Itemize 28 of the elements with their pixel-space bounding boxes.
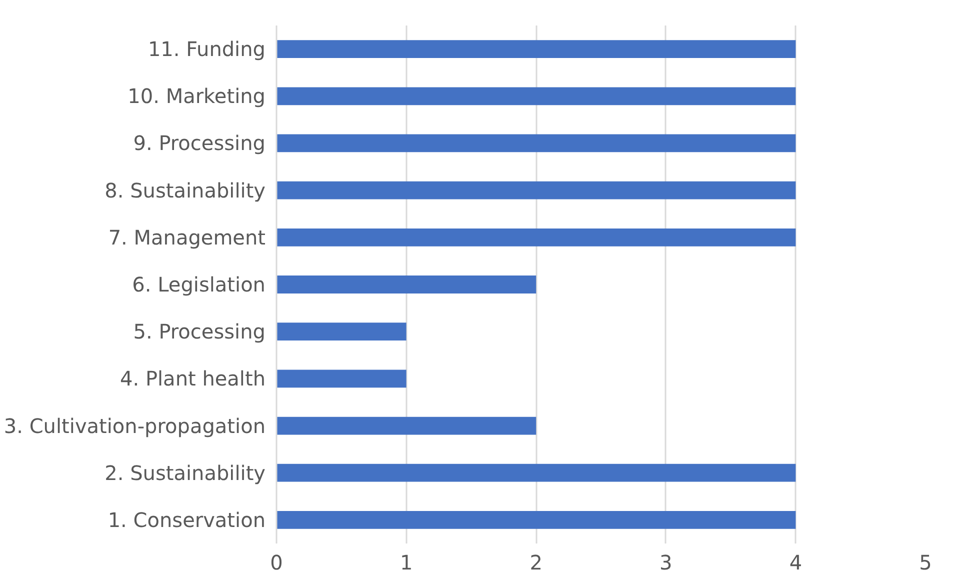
bar — [276, 87, 796, 106]
bar — [276, 134, 796, 152]
y-tick-label: 7. Management — [108, 225, 266, 250]
y-tick-label: 4. Plant health — [120, 366, 266, 391]
x-tick-label: 2 — [530, 550, 542, 574]
bar — [276, 464, 796, 482]
y-tick-label: 3. Cultivation-propagation — [4, 414, 266, 438]
y-tick-label: 9. Processing — [133, 131, 266, 156]
bar — [276, 40, 796, 58]
bar — [276, 228, 796, 246]
y-tick-label: 6. Legislation — [132, 272, 266, 296]
y-tick-label: 5. Processing — [133, 320, 266, 344]
x-tick-label: 4 — [789, 550, 802, 574]
bar — [276, 370, 406, 388]
bar — [276, 322, 406, 341]
y-tick-label: 8. Sustainability — [104, 178, 266, 202]
bar — [276, 276, 536, 294]
bar — [276, 181, 796, 200]
y-tick-label: 1. Conservation — [108, 508, 266, 532]
y-tick-label: 2. Sustainability — [104, 460, 266, 485]
bar — [276, 416, 536, 435]
x-tick-label: 3 — [660, 550, 672, 574]
x-tick-label: 1 — [400, 550, 413, 574]
y-tick-label: 11. Funding — [148, 37, 266, 62]
x-tick-label: 0 — [270, 550, 283, 574]
x-tick-label: 5 — [919, 550, 932, 574]
bar — [276, 511, 796, 529]
y-tick-label: 10. Marketing — [128, 84, 266, 108]
